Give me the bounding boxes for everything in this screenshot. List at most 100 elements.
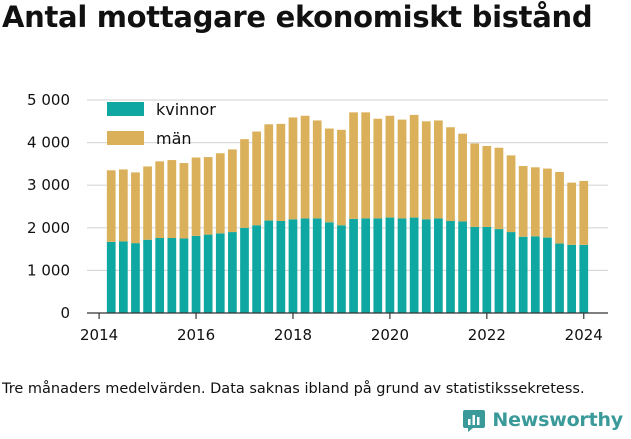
bar-kvinnor (494, 229, 504, 313)
bar-man (203, 157, 213, 235)
bar-man (482, 146, 492, 227)
y-tick-label: 5 000 (27, 91, 70, 109)
bar-kvinnor (167, 238, 177, 313)
bar-kvinnor (543, 237, 552, 313)
bar-kvinnor (530, 236, 540, 313)
bar-man (215, 153, 225, 234)
bar-kvinnor (264, 220, 274, 313)
legend-swatch (107, 102, 144, 116)
bar-kvinnor (518, 236, 528, 313)
bar-man (337, 129, 346, 226)
bar-kvinnor (288, 219, 298, 313)
y-tick-label: 4 000 (27, 134, 70, 152)
bar-kvinnor (106, 241, 116, 313)
bar-kvinnor (579, 244, 589, 313)
bar-man (470, 143, 480, 227)
bar-kvinnor (240, 227, 249, 313)
bar-man (555, 171, 564, 244)
bar-man (276, 123, 286, 221)
bar-man (397, 119, 407, 219)
bar-kvinnor (349, 218, 358, 313)
bar-kvinnor (555, 243, 564, 313)
bar-man (373, 118, 383, 219)
bar-kvinnor (434, 218, 443, 313)
bar-man (324, 128, 334, 223)
x-tick-label: 2014 (80, 326, 118, 344)
bar-kvinnor (421, 219, 431, 313)
bar-kvinnor (203, 234, 213, 313)
y-tick-label: 1 000 (27, 261, 70, 279)
bar-kvinnor (482, 226, 492, 313)
bar-man (361, 112, 371, 219)
bar-kvinnor (373, 218, 383, 313)
y-tick-label: 2 000 (27, 219, 70, 237)
bar-man (191, 157, 201, 236)
bar-man (458, 133, 467, 222)
legend-swatch (107, 131, 144, 145)
bar-man (106, 170, 116, 242)
stacked-bar-chart: 0 1 000 2 000 3 000 4 000 5 000 2014 2016 2018 20… (27, 91, 608, 344)
bar-kvinnor (300, 218, 310, 313)
bar-kvinnor (385, 217, 395, 313)
bar-kvinnor (155, 238, 165, 313)
bar-man (300, 115, 310, 219)
grid-lines (87, 99, 608, 271)
bar-man (567, 182, 577, 245)
bar-kvinnor (252, 225, 261, 313)
bar-man (155, 161, 165, 239)
bar-man (252, 131, 261, 226)
bar-man (143, 166, 152, 240)
bar-kvinnor (228, 232, 237, 313)
bar-man (179, 163, 189, 239)
legend-label: kvinnor (156, 100, 216, 119)
bar-man (579, 180, 589, 245)
caption: Tre månaders medelvärden. Data saknas ib… (2, 381, 585, 397)
bar-man (434, 120, 443, 219)
bar-kvinnor (276, 220, 286, 313)
bar-kvinnor (215, 233, 225, 313)
bar-man (409, 114, 419, 218)
bar-man (240, 139, 249, 228)
bar-kvinnor (458, 221, 467, 313)
bar-man (421, 121, 431, 220)
bar-kvinnor (337, 225, 346, 313)
x-tick-label: 2018 (274, 326, 312, 344)
bar-man (530, 167, 540, 237)
y-tick-label: 3 000 (27, 176, 70, 194)
bar-kvinnor (324, 222, 334, 313)
bar-man (118, 169, 128, 242)
chart-title: Antal mottagare ekonomiskt bistånd (2, 0, 593, 34)
bar-man (518, 166, 528, 237)
bar-kvinnor (361, 218, 371, 313)
brand[interactable]: Newsworthy (462, 408, 623, 432)
bar-kvinnor (118, 241, 128, 313)
bar-kvinnor (446, 220, 455, 313)
bar-kvinnor (567, 244, 577, 313)
bar-kvinnor (131, 243, 140, 313)
bar-man (446, 127, 455, 221)
bar-kvinnor (143, 239, 152, 313)
bar-man (494, 147, 504, 230)
x-tick-label: 2022 (468, 326, 506, 344)
bar-kvinnor (397, 218, 407, 313)
brand-name: Newsworthy (492, 409, 623, 431)
axes: 0 1 000 2 000 3 000 4 000 5 000 2014 2016 2018 20… (27, 91, 608, 344)
bar-man (131, 172, 140, 244)
bar-man (543, 168, 552, 238)
legend-label: män (156, 129, 192, 148)
bar-man (349, 112, 358, 219)
y-tick-label: 0 (60, 304, 70, 322)
bar-man (167, 160, 177, 239)
bar-man (228, 149, 237, 233)
bar-kvinnor (409, 217, 419, 313)
bar-man (264, 124, 274, 221)
x-tick-label: 2020 (371, 326, 409, 344)
bar-man (288, 117, 298, 220)
bar-kvinnor (312, 218, 322, 313)
x-tick-label: 2016 (177, 326, 215, 344)
bar-chart-logo-icon (463, 410, 486, 432)
bar-kvinnor (470, 226, 480, 313)
bar-man (385, 115, 395, 218)
bar-kvinnor (191, 235, 201, 313)
legend: kvinnor män (107, 100, 216, 148)
